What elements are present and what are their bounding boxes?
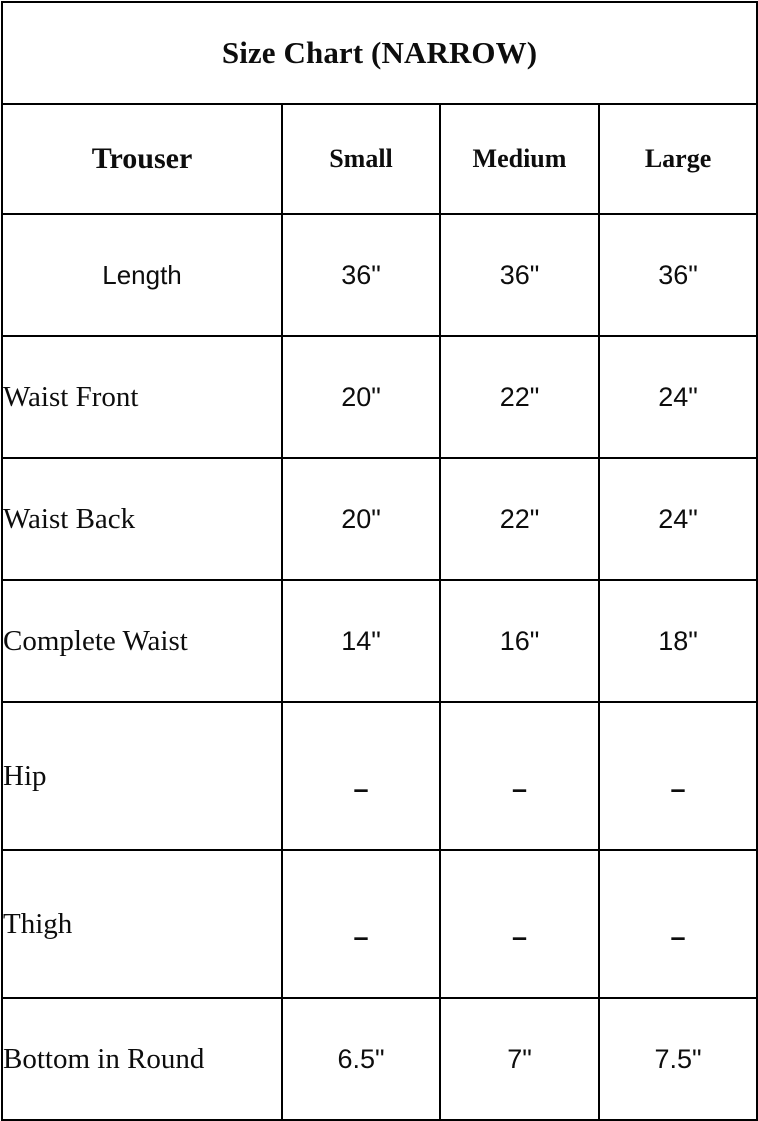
value-waist-back-medium: 22" [439, 457, 600, 581]
value-waist-front-medium: 22" [439, 335, 600, 459]
value-length-large: 36" [597, 213, 758, 337]
value-complete-waist-small: 14" [281, 579, 441, 703]
value-waist-front-large: 24" [597, 335, 758, 459]
value-thigh-medium: – [439, 849, 600, 999]
row-label-waist-back: Waist Back [1, 457, 283, 581]
row-label-waist-front: Waist Front [1, 335, 283, 459]
header-row: Trouser Small Medium Large [1, 103, 758, 215]
row-label-complete-waist: Complete Waist [1, 579, 283, 703]
value-bottom-in-round-medium: 7" [439, 997, 600, 1121]
column-header-large: Large [597, 103, 758, 215]
value-thigh-large: – [597, 849, 758, 999]
value-bottom-in-round-large: 7.5" [597, 997, 758, 1121]
column-header-trouser: Trouser [1, 103, 283, 215]
table-row: Waist Back 20" 22" 24" [1, 457, 758, 581]
column-header-small: Small [281, 103, 441, 215]
value-thigh-small: – [281, 849, 441, 999]
table-row: Waist Front 20" 22" 24" [1, 335, 758, 459]
row-label-thigh: Thigh [1, 849, 283, 999]
value-complete-waist-large: 18" [597, 579, 758, 703]
value-hip-medium: – [439, 701, 600, 851]
value-length-small: 36" [281, 213, 441, 337]
table-row: Bottom in Round 6.5" 7" 7.5" [1, 997, 758, 1121]
value-hip-large: – [597, 701, 758, 851]
value-hip-small: – [281, 701, 441, 851]
table-row: Hip – – – [1, 701, 758, 851]
table-row: Complete Waist 14" 16" 18" [1, 579, 758, 703]
value-length-medium: 36" [439, 213, 600, 337]
table-row: Thigh – – – [1, 849, 758, 999]
row-label-bottom-in-round: Bottom in Round [1, 997, 283, 1121]
table-row: Length 36" 36" 36" [1, 213, 758, 337]
chart-title: Size Chart (NARROW) [0, 1, 758, 105]
value-waist-front-small: 20" [281, 335, 441, 459]
row-label-hip: Hip [1, 701, 283, 851]
value-waist-back-large: 24" [597, 457, 758, 581]
value-waist-back-small: 20" [281, 457, 441, 581]
value-bottom-in-round-small: 6.5" [281, 997, 441, 1121]
title-row: Size Chart (NARROW) [0, 1, 758, 105]
row-label-length: Length [1, 213, 283, 337]
column-header-medium: Medium [439, 103, 600, 215]
value-complete-waist-medium: 16" [439, 579, 600, 703]
